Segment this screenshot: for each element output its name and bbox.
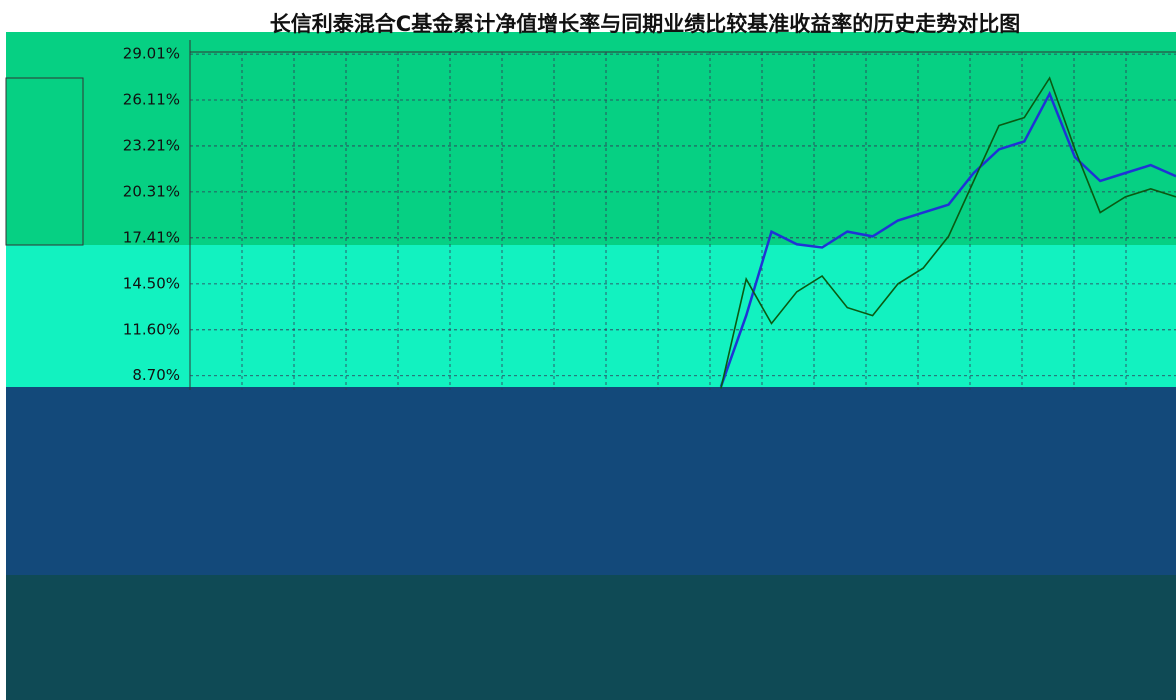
y-tick-label: 11.60% [123, 320, 180, 338]
panel-band [6, 32, 1176, 245]
series-line [719, 90, 1176, 388]
panel-band [6, 245, 1176, 387]
y-tick-label: 26.11% [123, 91, 180, 109]
y-tick-label: 29.01% [123, 45, 180, 63]
panel-band [6, 575, 1176, 700]
y-tick-label: 14.50% [123, 274, 180, 292]
inset-frame [5, 77, 84, 246]
chart-title: 长信利泰混合C基金累计净值增长率与同期业绩比较基准收益率的历史走势对比图 [270, 12, 1020, 36]
y-tick-label: 23.21% [123, 136, 180, 154]
panel-band [6, 387, 1176, 575]
series-line [720, 76, 1176, 389]
y-tick-label: 20.31% [123, 182, 180, 200]
y-tick-label: 8.70% [132, 366, 180, 384]
y-tick-label: 17.41% [123, 228, 180, 246]
